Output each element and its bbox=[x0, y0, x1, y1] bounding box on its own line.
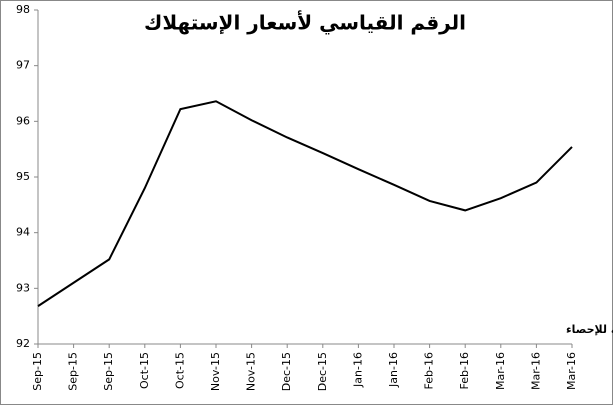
x-tick-label: Feb-16 bbox=[423, 352, 436, 389]
x-tick-label: Oct-15 bbox=[173, 352, 186, 389]
x-tick-label: Mar-16 bbox=[529, 352, 542, 390]
x-tick-label: Nov-15 bbox=[209, 352, 222, 391]
y-tick-label: 95 bbox=[16, 170, 30, 183]
y-tick-label: 92 bbox=[16, 337, 30, 350]
y-tick-label: 96 bbox=[16, 114, 30, 127]
x-tick-label: Nov-15 bbox=[245, 352, 258, 391]
line-series bbox=[37, 100, 573, 307]
x-tick-label: Jan-16 bbox=[351, 352, 364, 388]
x-tick-label: Jan-16 bbox=[387, 352, 400, 388]
x-tick-label: Dec-15 bbox=[316, 352, 329, 391]
y-tick-label: 94 bbox=[16, 226, 30, 239]
x-tick-label: Dec-15 bbox=[280, 352, 293, 391]
x-tick-label: Sep-15 bbox=[102, 352, 115, 391]
x-tick-label: Sep-15 bbox=[31, 352, 44, 391]
x-tick-label: Mar-16 bbox=[565, 352, 578, 390]
chart-title: الرقم القياسي لأسعار الإستهلاك bbox=[144, 10, 466, 36]
x-tick-label: Sep-15 bbox=[67, 352, 80, 391]
annotation: بروفسور جاسم عجاقة | مصدر: الإدارة المرك… bbox=[566, 323, 613, 336]
y-tick-label: 93 bbox=[16, 281, 30, 294]
x-tick-label: Mar-16 bbox=[494, 352, 507, 390]
y-tick-label: 98 bbox=[16, 3, 30, 16]
x-tick-label: Oct-15 bbox=[138, 352, 151, 389]
x-tick-label: Feb-16 bbox=[458, 352, 471, 389]
y-tick-label: 97 bbox=[16, 59, 30, 72]
